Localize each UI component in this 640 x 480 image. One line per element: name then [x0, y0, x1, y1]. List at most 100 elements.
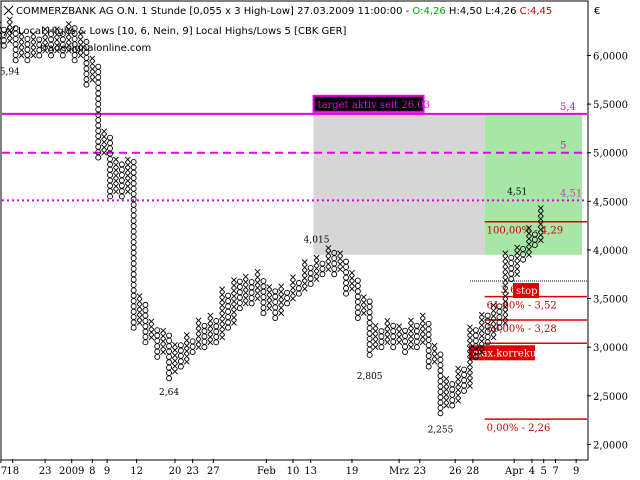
- pnf-x-stroke-b: [136, 314, 143, 321]
- pnf-x-mark: [372, 344, 379, 351]
- pnf-x-mark: [219, 286, 226, 293]
- pnf-x-mark: [408, 338, 414, 345]
- pnf-x-mark: [325, 255, 332, 262]
- pnf-x-mark: [54, 37, 60, 43]
- pnf-column-14: [77, 31, 84, 59]
- pnf-x-stroke-b: [136, 303, 143, 310]
- pnf-column-41: [236, 278, 243, 312]
- pnf-x-mark: [207, 334, 214, 340]
- pnf-x-mark: [195, 328, 202, 335]
- pnf-x-mark: [372, 322, 379, 329]
- pnf-x-stroke-b: [455, 392, 462, 399]
- pnf-x-mark: [219, 318, 226, 325]
- pnf-x-mark: [18, 47, 25, 54]
- chart-header: COMMERZBANK AG O.N. 1 Stunde [0,055 x 3 …: [3, 5, 600, 54]
- pnf-column-22: [124, 156, 131, 195]
- pnf-x-stroke-b: [313, 254, 320, 261]
- pnf-x-mark: [360, 310, 367, 317]
- pnf-x-stroke-b: [18, 47, 25, 54]
- pnf-column-30: [172, 341, 178, 375]
- pnf-x-mark: [419, 328, 426, 335]
- pnf-x-stroke-b: [419, 318, 426, 324]
- pnf-column-20: [113, 156, 119, 195]
- target-label-text: target aktiv seit 26.03: [318, 100, 430, 111]
- pnf-column-7: [36, 36, 43, 59]
- x-tick-label-0: 17: [0, 466, 7, 477]
- pnf-x-stroke-b: [443, 375, 450, 382]
- pnf-x-stroke-b: [219, 291, 226, 298]
- pnf-x-mark: [89, 66, 96, 73]
- pnf-x-stroke-b: [183, 337, 190, 344]
- pnf-x-mark: [101, 144, 108, 151]
- pnf-x-stroke-b: [419, 328, 426, 335]
- pnf-x-stroke-b: [455, 381, 462, 388]
- pnf-x-stroke-b: [431, 342, 438, 349]
- pnf-column-53: [307, 264, 314, 287]
- pnf-column-42: [242, 273, 249, 307]
- pnf-x-mark: [6, 21, 13, 28]
- pnf-o-mark: [484, 312, 491, 319]
- pnf-x-mark: [301, 259, 308, 266]
- pnf-x-stroke-b: [42, 26, 49, 33]
- local-extreme-label-3: 4,015: [304, 235, 330, 245]
- stop-badge: stop: [513, 283, 539, 299]
- y-tick-label-3: 3,5000: [593, 295, 628, 306]
- pnf-x-mark: [467, 351, 473, 357]
- pnf-x-mark: [313, 260, 320, 266]
- ohlc-close: C:4,45: [520, 6, 553, 17]
- pnf-x-stroke-b: [18, 36, 25, 43]
- pnf-x-mark: [290, 274, 296, 281]
- pnf-x-stroke-b: [431, 348, 438, 354]
- pnf-x-stroke-b: [207, 312, 214, 319]
- pnf-x-mark: [360, 299, 367, 306]
- pnf-x-mark: [30, 52, 37, 59]
- pnf-x-mark: [207, 323, 214, 330]
- pnf-x-stroke-b: [290, 274, 296, 281]
- x-tick-label-4: 8: [89, 466, 95, 477]
- stop-badge-text: stop: [516, 286, 538, 297]
- pnf-x-mark: [89, 55, 96, 62]
- pnf-x-mark: [207, 318, 214, 324]
- pnf-x-stroke-b: [207, 339, 214, 346]
- pnf-x-stroke-b: [514, 271, 521, 278]
- pnf-x-mark: [242, 300, 249, 307]
- pnf-x-mark: [290, 284, 296, 291]
- pnf-x-stroke-b: [325, 250, 332, 257]
- pnf-column-50: [290, 274, 296, 302]
- pnf-x-stroke-b: [537, 237, 544, 244]
- pnf-x-mark: [172, 357, 178, 364]
- pnf-x-mark: [455, 387, 462, 393]
- pnf-x-mark: [148, 323, 155, 330]
- pnf-x-mark: [160, 343, 167, 350]
- pnf-x-stroke-b: [113, 172, 119, 179]
- pnf-x-stroke-b: [30, 41, 37, 48]
- pnf-x-stroke-b: [478, 311, 485, 318]
- pnf-column-34: [195, 317, 202, 351]
- pnf-column-29: [166, 332, 173, 382]
- pnf-x-stroke-b: [313, 276, 320, 283]
- pnf-o-mark: [154, 327, 161, 334]
- pnf-column-43: [248, 279, 255, 307]
- pnf-x-mark: [514, 255, 521, 262]
- pnf-x-stroke-b: [124, 156, 131, 163]
- pnf-x-stroke-b: [266, 289, 273, 296]
- pnf-column-83: [484, 312, 491, 346]
- pnf-column-74: [431, 342, 438, 365]
- pnf-x-mark: [172, 341, 178, 348]
- pnf-x-stroke-b: [301, 285, 308, 292]
- pnf-x-stroke-b: [467, 345, 473, 352]
- fib-label-5: 0,00% - 2,26: [487, 423, 551, 434]
- pnf-x-mark: [219, 334, 226, 341]
- currency-symbol: €: [594, 6, 600, 17]
- pnf-x-stroke-b: [254, 279, 261, 286]
- pnf-x-mark: [278, 294, 285, 301]
- pnf-x-mark: [325, 266, 332, 273]
- pnf-x-mark: [231, 293, 237, 300]
- pnf-column-75: [437, 351, 444, 417]
- pnf-x-stroke-b: [231, 298, 237, 305]
- local-extreme-label-1: 5,94: [0, 67, 20, 77]
- pnf-x-mark: [195, 338, 202, 345]
- pnf-x-mark: [443, 386, 450, 393]
- pnf-x-stroke-b: [65, 37, 72, 43]
- pnf-x-stroke-b: [301, 264, 308, 271]
